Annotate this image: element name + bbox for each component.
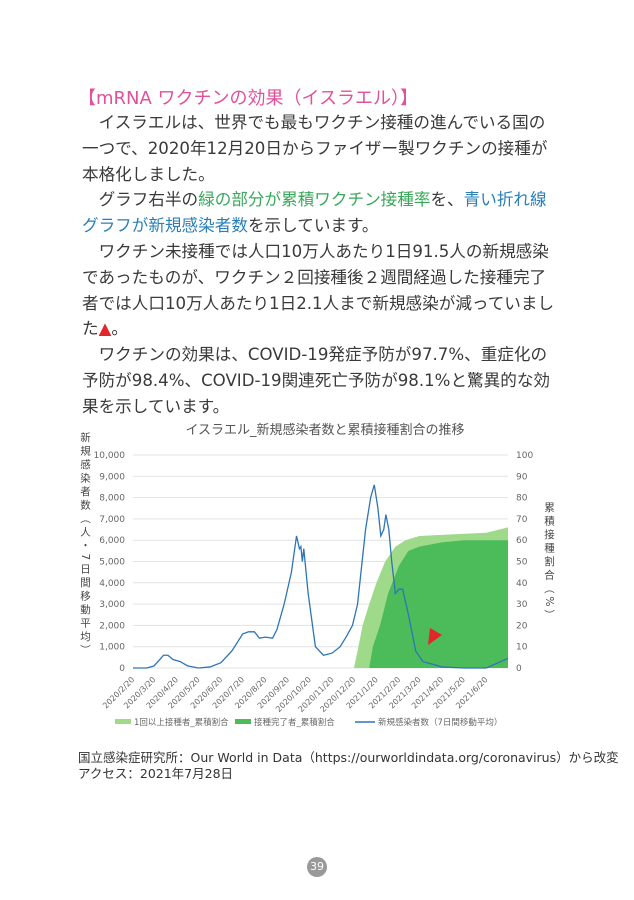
y2-tick-label: 0: [516, 664, 522, 674]
paragraph: ワクチン未接種では人口10万人あたり1日91.5人の新規感染であったものが、ワク…: [82, 239, 560, 342]
text-segment: を示しています。: [247, 216, 379, 236]
triangle-marker-icon: ▲: [98, 319, 112, 339]
y2-tick-label: 60: [516, 536, 528, 546]
y-tick-label: 8,000: [99, 494, 125, 504]
body-text: イスラエルは、世界でも最もワクチン接種の進んでいる国の一つで、2020年12月2…: [82, 110, 560, 420]
y-tick-label: 5,000: [99, 558, 125, 568]
text-segment: グラフ右半の: [98, 190, 199, 210]
y-tick-label: 4,000: [99, 579, 125, 589]
infection-line: [133, 484, 509, 669]
paragraph: イスラエルは、世界でも最もワクチン接種の進んでいる国の一つで、2020年12月2…: [82, 110, 560, 187]
text-segment: 緑の部分が累積ワクチン接種率: [198, 190, 431, 210]
text-segment: イスラエルは、世界でも最もワクチン接種の進んでいる国の一つで、2020年12月2…: [82, 113, 548, 184]
paragraph: グラフ右半の緑の部分が累積ワクチン接種率を、青い折れ線グラフが新規感染者数を示し…: [82, 187, 560, 239]
y-axis-label: 新規感染者数（人・7日間移動平均）: [79, 432, 91, 658]
y2-tick-label: 100: [516, 451, 533, 461]
legend-label: 新規感染者数（7日間移動平均）: [378, 717, 502, 728]
text-segment: 。: [111, 319, 128, 339]
y-tick-label: 3,000: [99, 600, 125, 610]
y2-tick-label: 80: [516, 494, 528, 504]
y2-tick-label: 30: [516, 600, 528, 610]
y-tick-label: 2,000: [99, 621, 125, 631]
chart: イスラエル_新規感染者数と累積接種割合の推移 0 0 1,000 10 2,000 20 3,…: [70, 410, 570, 740]
text-segment: 青い折れ線グラフが新規感染者数: [82, 190, 547, 236]
triangle-marker-icon: [428, 628, 442, 645]
y2-tick-label: 90: [516, 472, 528, 482]
y2-tick-label: 50: [516, 558, 528, 568]
y-tick-label: 10,000: [94, 451, 126, 461]
chart-title: イスラエル_新規感染者数と累積接種割合の推移: [185, 422, 464, 438]
legend-label: 接種完了者_累積割合: [254, 717, 335, 728]
chart-svg: イスラエル_新規感染者数と累積接種割合の推移 0 0 1,000 10 2,000 20 3,…: [94, 422, 534, 728]
source-note: 国立感染症研究所：Our World in Data（https://ourwo…: [78, 750, 619, 782]
paragraph: ワクチンの効果は、COVID-19発症予防が97.7%、重症化の予防が98.4%…: [82, 342, 560, 419]
y2-axis-label: 累積接種割合（%）: [543, 502, 555, 623]
y-tick-label: 7,000: [99, 515, 125, 525]
y2-tick-label: 40: [516, 579, 528, 589]
y2-tick-label: 20: [516, 621, 528, 631]
source-text: 国立感染症研究所：Our World in Data（https://ourwo…: [78, 750, 619, 765]
y-tick-label: 0: [119, 664, 125, 674]
y2-tick-label: 10: [516, 643, 528, 653]
legend-swatch: [115, 719, 131, 724]
y-tick-label: 6,000: [99, 536, 125, 546]
y-tick-label: 9,000: [99, 472, 125, 482]
y2-tick-label: 70: [516, 515, 528, 525]
legend-label: 1回以上接種者_累積割合: [134, 717, 229, 728]
text-segment: ワクチン未接種では人口10万人あたり1日91.5人の新規感染であったものが、ワク…: [82, 241, 555, 339]
area-series-2: [369, 540, 508, 668]
legend-swatch: [235, 719, 251, 724]
text-segment: を、: [430, 190, 464, 210]
y-tick-label: 1,000: [99, 643, 125, 653]
page-number: 39: [307, 857, 327, 877]
text-segment: ワクチンの効果は、COVID-19発症予防が97.7%、重症化の予防が98.4%…: [82, 345, 551, 416]
section-title: 【mRNA ワクチンの効果（イスラエル）】: [78, 88, 418, 109]
access-date: アクセス：2021年7月28日: [78, 766, 234, 781]
